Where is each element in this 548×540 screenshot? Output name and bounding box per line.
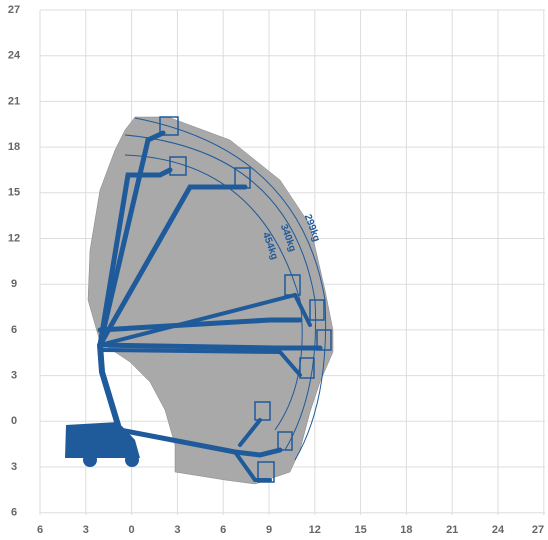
y-tick-label: 21 (8, 95, 20, 107)
y-tick-label: 27 (8, 4, 20, 16)
x-tick-label: 9 (266, 524, 272, 536)
y-tick-label: 6 (11, 324, 17, 336)
y-tick-label: 18 (8, 141, 20, 153)
x-tick-label: 3 (174, 524, 180, 536)
x-tick-label: 15 (354, 524, 366, 536)
x-tick-label: 18 (400, 524, 412, 536)
x-tick-label: 12 (309, 524, 321, 536)
x-tick-label: 6 (37, 524, 43, 536)
boom-positions (97, 130, 323, 482)
x-tick-label: 21 (446, 524, 458, 536)
x-tick-label: 0 (129, 524, 135, 536)
x-tick-label: 3 (83, 524, 89, 536)
y-tick-label: 12 (8, 232, 20, 244)
platforms (159, 116, 332, 483)
y-tick-label: 3 (11, 370, 17, 382)
y-tick-label: 3 (11, 461, 17, 473)
y-tick-label: 15 (8, 187, 20, 199)
y-tick-label: 6 (11, 507, 17, 519)
working-envelope (87, 116, 334, 485)
capacity-arcs (124, 117, 327, 461)
y-tick-label: 24 (8, 50, 21, 62)
lift-chassis (65, 422, 140, 467)
y-tick-label: 9 (11, 278, 17, 290)
x-tick-label: 6 (220, 524, 226, 536)
y-tick-label: 0 (11, 415, 17, 427)
x-tick-label: 24 (492, 524, 505, 536)
x-tick-label: 27 (532, 524, 544, 536)
